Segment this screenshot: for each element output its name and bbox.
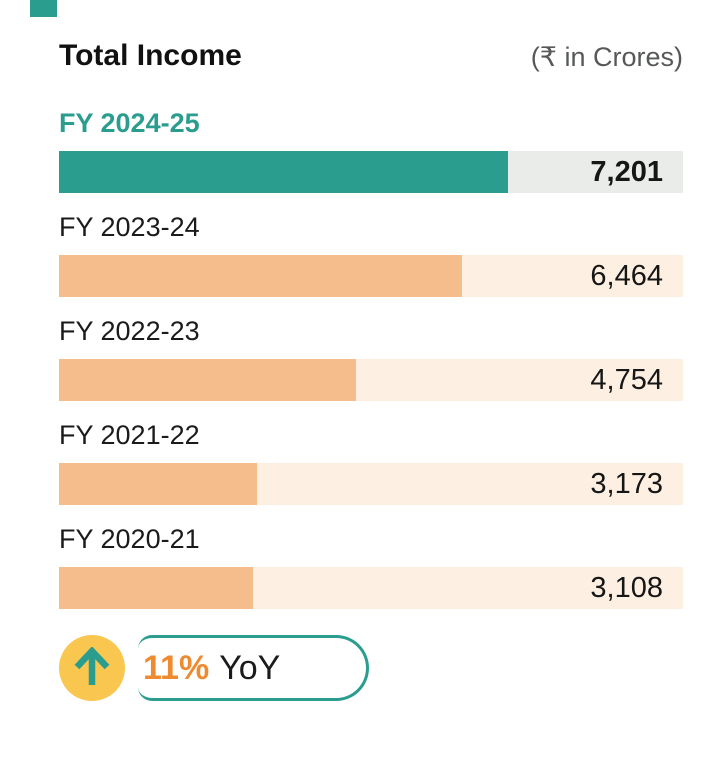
yoy-badge: 11% YoY <box>59 635 683 701</box>
bar-value: 4,754 <box>590 364 663 396</box>
bar-label: FY 2021-22 <box>59 420 200 450</box>
brand-mark <box>30 0 57 17</box>
bar-row: FY 2021-22 3,173 <box>59 418 683 505</box>
bar-fill <box>59 255 463 297</box>
bar-label: FY 2020-21 <box>59 524 200 554</box>
bar-fill <box>59 151 509 193</box>
bar-track: 4,754 <box>59 359 683 401</box>
yoy-pill: 11% YoY <box>138 635 369 701</box>
bar-value: 7,201 <box>590 156 663 188</box>
page-title: Total Income <box>59 39 242 72</box>
unit-label: (₹ in Crores) <box>530 42 683 72</box>
chart-container: Total Income (₹ in Crores) FY 2024-25 7,… <box>59 0 683 701</box>
yoy-percent: 11% <box>143 648 210 687</box>
bar-row: FY 2020-21 3,108 <box>59 522 683 609</box>
bar-rows: FY 2024-25 7,201 FY 2023-24 6,464 FY 202… <box>59 106 683 609</box>
bar-value: 3,173 <box>590 468 663 500</box>
bar-fill <box>59 567 253 609</box>
bar-label: FY 2024-25 <box>59 108 200 138</box>
arrow-up-icon <box>59 635 125 701</box>
bar-value: 6,464 <box>590 260 663 292</box>
bar-fill <box>59 359 356 401</box>
bar-track: 7,201 <box>59 151 683 193</box>
bar-fill <box>59 463 257 505</box>
bar-value: 3,108 <box>590 572 663 604</box>
bar-track: 6,464 <box>59 255 683 297</box>
chart-header: Total Income (₹ in Crores) <box>59 38 683 74</box>
bar-row: FY 2022-23 4,754 <box>59 314 683 401</box>
bar-row: FY 2023-24 6,464 <box>59 210 683 297</box>
bar-label: FY 2023-24 <box>59 212 200 242</box>
bar-track: 3,108 <box>59 567 683 609</box>
bar-row: FY 2024-25 7,201 <box>59 106 683 193</box>
yoy-suffix: YoY <box>219 648 281 687</box>
bar-label: FY 2022-23 <box>59 316 200 346</box>
bar-track: 3,173 <box>59 463 683 505</box>
